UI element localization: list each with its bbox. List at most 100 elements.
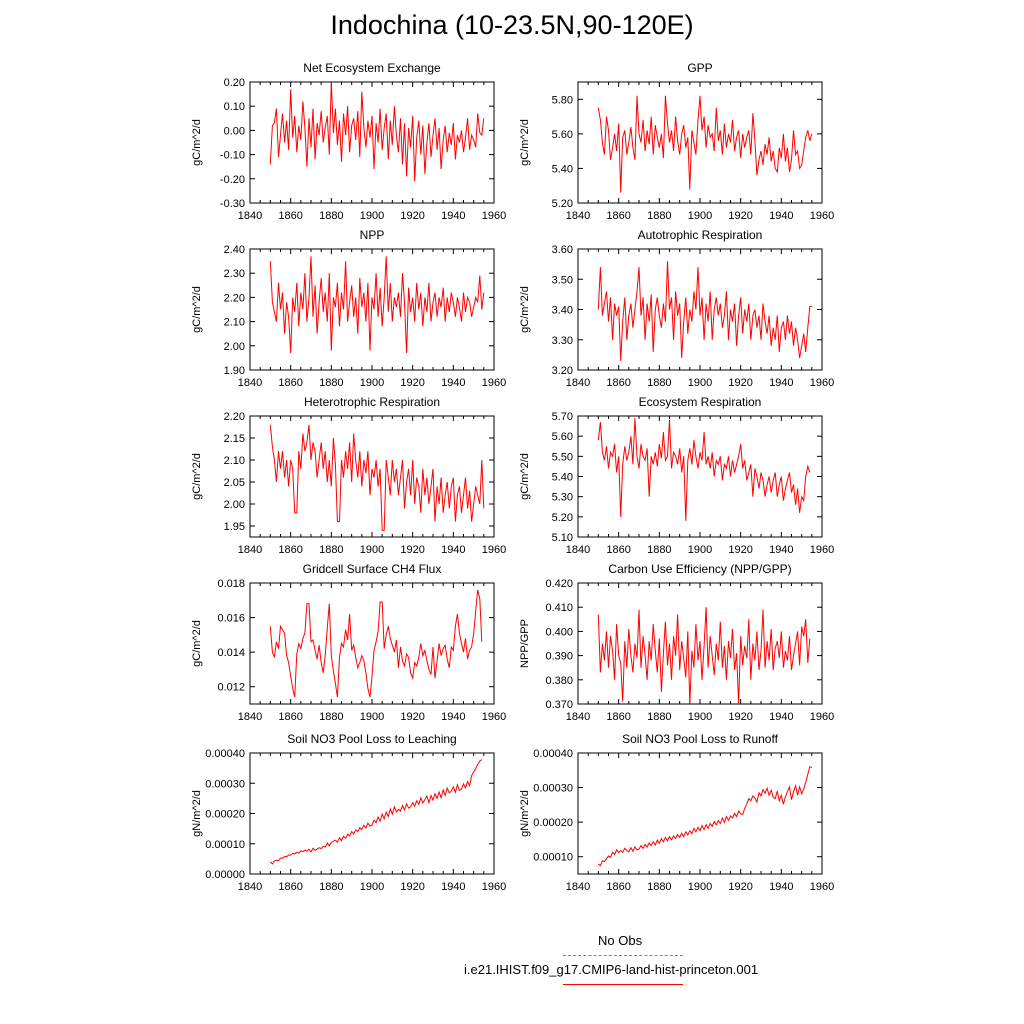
y-tick-label: 2.20 bbox=[224, 292, 245, 304]
x-tick-label: 1960 bbox=[810, 711, 834, 723]
y-tick-label: 3.20 bbox=[552, 365, 573, 377]
y-tick-label: 0.00020 bbox=[533, 817, 573, 829]
x-tick-label: 1940 bbox=[769, 711, 793, 723]
y-tick-label: 2.30 bbox=[224, 268, 245, 280]
x-tick-label: 1880 bbox=[647, 711, 671, 723]
y-tick-label: 1.95 bbox=[224, 521, 245, 533]
y-tick-label: 3.40 bbox=[552, 305, 573, 317]
y-tick-label: 0.00030 bbox=[205, 778, 245, 790]
x-tick-label: 1880 bbox=[319, 377, 343, 389]
y-tick-label: 3.50 bbox=[552, 274, 573, 286]
chart-title: NPP bbox=[360, 228, 385, 242]
x-tick-label: 1900 bbox=[688, 881, 712, 893]
y-tick-label: 0.00000 bbox=[205, 869, 245, 881]
y-tick-label: 0.420 bbox=[545, 578, 573, 590]
chart-panel: Gridcell Surface CH4 Flux 1840 1860 1880 190… bbox=[191, 562, 506, 723]
y-tick-label: 5.40 bbox=[552, 472, 573, 484]
y-tick-label: 2.10 bbox=[224, 455, 245, 467]
series-line bbox=[269, 589, 483, 698]
x-tick-label: 1940 bbox=[441, 210, 465, 222]
y-tick-label: 5.30 bbox=[552, 492, 573, 504]
x-tick-label: 1940 bbox=[441, 544, 465, 556]
y-tick-label: 3.30 bbox=[552, 335, 573, 347]
x-tick-label: 1840 bbox=[238, 544, 262, 556]
y-tick-label: 2.00 bbox=[224, 341, 245, 353]
y-tick-label: -0.20 bbox=[220, 174, 245, 186]
x-tick-label: 1880 bbox=[647, 377, 671, 389]
y-tick-label: 5.60 bbox=[552, 129, 573, 141]
x-tick-label: 1900 bbox=[360, 544, 384, 556]
y-tick-label: 5.50 bbox=[552, 451, 573, 463]
x-tick-label: 1860 bbox=[606, 881, 630, 893]
plot-frame bbox=[249, 81, 495, 204]
y-axis-label: gC/m^2/d bbox=[191, 119, 203, 166]
plot-frame bbox=[577, 752, 823, 875]
plot-frame bbox=[249, 582, 495, 705]
x-tick-label: 1960 bbox=[482, 377, 506, 389]
x-tick-label: 1900 bbox=[688, 711, 712, 723]
x-tick-label: 1920 bbox=[400, 377, 424, 389]
chart-panel: Soil NO3 Pool Loss to Leaching 1840 1860 18… bbox=[191, 732, 506, 893]
chart-title: Soil NO3 Pool Loss to Runoff bbox=[622, 732, 779, 746]
x-tick-label: 1940 bbox=[769, 210, 793, 222]
x-tick-label: 1860 bbox=[278, 210, 302, 222]
y-tick-label: 0.370 bbox=[545, 699, 573, 711]
chart-panel: GPP 1840 1860 1880 1900 1920 1940 1960 5.20 5.40 5… bbox=[519, 61, 834, 222]
chart-title: Net Ecosystem Exchange bbox=[303, 61, 441, 75]
series-line bbox=[597, 607, 811, 705]
legend-model-label: i.e21.IHIST.f09_g17.CMIP6-land-hist-prin… bbox=[464, 962, 759, 977]
y-tick-label: 0.00030 bbox=[533, 783, 573, 795]
x-tick-label: 1960 bbox=[810, 377, 834, 389]
x-tick-label: 1960 bbox=[810, 544, 834, 556]
x-tick-label: 1840 bbox=[566, 377, 590, 389]
y-tick-label: 0.00010 bbox=[205, 839, 245, 851]
y-tick-label: 0.380 bbox=[545, 675, 573, 687]
y-tick-label: 0.014 bbox=[217, 647, 245, 659]
x-tick-label: 1880 bbox=[319, 711, 343, 723]
x-tick-label: 1840 bbox=[566, 210, 590, 222]
x-tick-label: 1900 bbox=[688, 544, 712, 556]
chart-panel: Carbon Use Efficiency (NPP/GPP) 1840 1860 1… bbox=[519, 562, 834, 723]
y-tick-label: 0.018 bbox=[217, 578, 245, 590]
x-tick-label: 1880 bbox=[319, 544, 343, 556]
chart-panel: NPP 1840 1860 1880 1900 1920 1940 1960 1.90 2.00 2… bbox=[191, 228, 506, 389]
x-tick-label: 1940 bbox=[441, 711, 465, 723]
series-line bbox=[269, 759, 483, 865]
y-tick-label: 0.00020 bbox=[205, 809, 245, 821]
y-tick-label: 0.10 bbox=[224, 101, 245, 113]
series-line bbox=[597, 766, 812, 867]
legend-model-line bbox=[563, 984, 683, 985]
x-tick-label: 1920 bbox=[400, 881, 424, 893]
x-tick-label: 1920 bbox=[400, 210, 424, 222]
series-line bbox=[269, 256, 485, 354]
x-tick-label: 1880 bbox=[647, 881, 671, 893]
x-tick-label: 1860 bbox=[606, 711, 630, 723]
x-tick-label: 1860 bbox=[278, 544, 302, 556]
x-tick-label: 1960 bbox=[482, 881, 506, 893]
x-tick-label: 1860 bbox=[606, 377, 630, 389]
chart-title: Autotrophic Respiration bbox=[638, 228, 763, 242]
y-tick-label: 0.00040 bbox=[533, 748, 573, 760]
chart-title: Gridcell Surface CH4 Flux bbox=[303, 562, 442, 576]
y-tick-label: 5.10 bbox=[552, 532, 573, 544]
x-tick-label: 1840 bbox=[566, 881, 590, 893]
y-axis-label: gC/m^2/d bbox=[519, 453, 531, 500]
x-tick-label: 1860 bbox=[606, 210, 630, 222]
chart-panel: Autotrophic Respiration 1840 1860 1880 1900 1… bbox=[519, 228, 834, 389]
x-tick-label: 1900 bbox=[688, 210, 712, 222]
series-line bbox=[597, 261, 812, 361]
y-tick-label: 2.40 bbox=[224, 244, 245, 256]
x-tick-label: 1900 bbox=[360, 377, 384, 389]
chart-title: Soil NO3 Pool Loss to Leaching bbox=[287, 732, 456, 746]
y-tick-label: 5.20 bbox=[552, 512, 573, 524]
y-tick-label: 3.60 bbox=[552, 244, 573, 256]
x-tick-label: 1940 bbox=[441, 377, 465, 389]
y-tick-label: 2.05 bbox=[224, 477, 245, 489]
x-tick-label: 1960 bbox=[482, 544, 506, 556]
plot-frame bbox=[249, 752, 495, 875]
y-tick-label: 0.00010 bbox=[533, 852, 573, 864]
x-tick-label: 1940 bbox=[769, 881, 793, 893]
y-tick-label: 0.00040 bbox=[205, 748, 245, 760]
y-tick-label: 2.15 bbox=[224, 433, 245, 445]
